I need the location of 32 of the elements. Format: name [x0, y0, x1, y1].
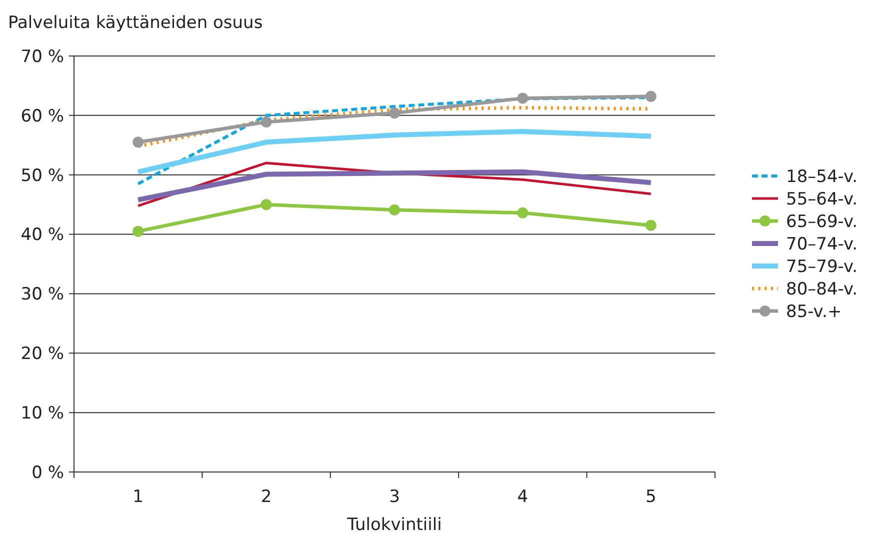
- point: [260, 116, 272, 128]
- legend-label: 65–69-v.: [786, 212, 858, 232]
- point: [132, 136, 144, 148]
- point: [132, 226, 144, 237]
- y-tick-label: 60 %: [20, 106, 64, 126]
- point: [645, 220, 656, 231]
- x-tick-label: 3: [389, 487, 400, 507]
- x-axis-title: Tulokvintiili: [346, 515, 442, 535]
- y-tick-label: 0 %: [32, 462, 64, 483]
- x-tick-label: 2: [260, 487, 272, 507]
- legend-label: 85-v.+: [786, 302, 842, 322]
- point: [517, 207, 528, 218]
- point: [260, 199, 272, 210]
- y-tick-label: 10 %: [20, 404, 64, 424]
- legend-label: 80–84-v.: [786, 279, 858, 300]
- point: [517, 92, 528, 104]
- legend-label: 18–54-v.: [786, 166, 858, 187]
- x-tick-label: 4: [517, 487, 528, 507]
- point: [389, 108, 400, 119]
- y-axis-title: Palveluita käyttäneiden osuus: [8, 13, 263, 33]
- legend-label: 75–79-v.: [786, 256, 858, 277]
- y-tick-label: 50 %: [20, 166, 64, 186]
- point: [645, 90, 656, 102]
- x-tick-label: 5: [645, 487, 656, 507]
- y-tick-label: 30 %: [20, 284, 64, 305]
- y-tick-label: 40 %: [20, 225, 64, 246]
- legend-label: 70–74-v.: [786, 234, 858, 254]
- x-tick-label: 1: [132, 487, 144, 507]
- y-tick-label: 70 %: [20, 46, 64, 67]
- legend-label: 55–64-v.: [786, 189, 858, 210]
- y-tick-label: 20 %: [20, 344, 64, 364]
- point: [389, 204, 400, 216]
